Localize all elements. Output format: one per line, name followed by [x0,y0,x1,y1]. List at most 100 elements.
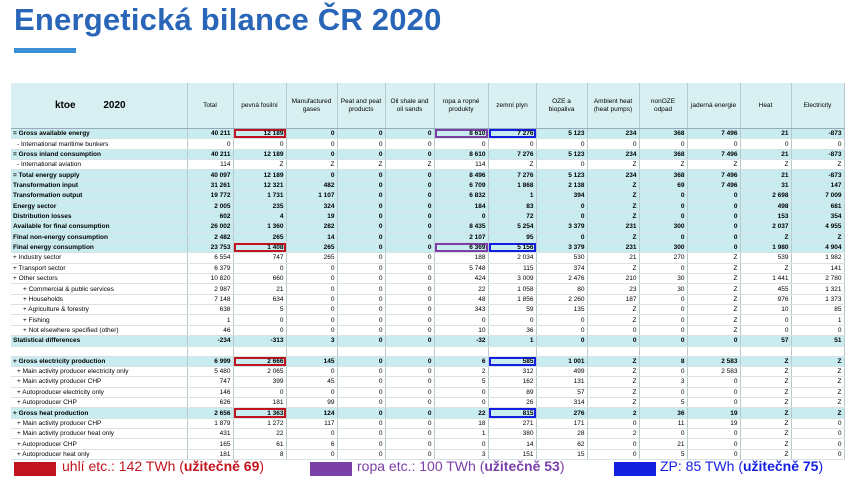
table-cell: 638 [187,304,234,316]
table-cell: 8 610 [434,128,489,140]
table-row: + Industry sector 6 554 747 265 0 0 188 2 034 53… [11,252,845,264]
table-row: = Gross inland consumption 40 211 12 189 0 0… [11,149,845,161]
table-cell: 11 [639,418,688,430]
table-cell: Z [740,397,792,409]
table-cell: 0 [639,387,688,399]
table-cell: 3 379 [536,242,588,254]
table-cell: 21 [740,149,792,161]
table-cell: 0 [687,221,741,233]
table-cell: 5 748 [434,263,489,275]
table-cell: Z [687,325,741,337]
row-label: + Industry sector [11,252,188,264]
table-cell: 0 [233,314,287,326]
table-cell: 1 [187,314,234,326]
row-label: Energy sector [11,201,188,212]
table-cell: 187 [587,294,640,306]
table-cell: 19 [286,211,338,223]
table-cell: 0 [385,242,435,254]
table-cell: -32 [434,335,489,347]
table-cell: 23 753 [187,242,234,254]
table-cell: 6 [286,438,338,450]
table-cell: 7 496 [687,149,741,161]
table-row: Final non-energy consumption 2 482 265 14 0 0… [11,232,845,243]
table-cell: 12 189 [233,128,287,140]
table-cell: 0 [385,138,435,150]
table-cell: -313 [233,335,287,347]
table-cell: 22 [434,407,489,419]
table-cell: 0 [385,438,435,450]
table-row: - International aviation 114 Z Z Z Z 114 Z 0 Z Z Z Z… [11,159,845,171]
table-row: + Main activity producer electricity onl… [11,366,845,378]
table-cell: 0 [385,283,435,295]
table-cell: 0 [536,201,588,212]
row-label: Transformation output [11,190,188,202]
table-cell: 114 [434,159,489,171]
table-cell: 28 [536,428,588,440]
table-cell: 6 379 [187,263,234,275]
table-cell: Z [791,159,845,171]
table-cell: 0 [233,263,287,275]
table-row: + Gross heat production 2 656 1 363 124 0 0 22… [11,407,845,419]
table-cell: 0 [791,428,845,440]
table-cell: 0 [337,397,386,409]
table-cell: 747 [187,376,234,388]
table-cell: 8 496 [434,169,489,181]
table-cell: 0 [587,449,640,461]
table-cell: 0 [536,314,588,326]
table-cell: 10 [740,304,792,316]
table-cell: 0 [385,190,435,202]
table-cell: 0 [337,428,386,440]
table-row: + Autoproducer heat only 181 8 0 0 0 3 151 15 0 5 0… [11,449,845,461]
table-cell: 0 [536,335,588,347]
table-cell: 1 731 [233,190,287,202]
table-cell: 2 [587,407,640,419]
table-cell: 0 [337,283,386,295]
table-cell: 0 [385,397,435,409]
row-label: + Autoproducer CHP [11,438,188,450]
table-cell: 0 [286,283,338,295]
table-cell: Z [286,159,338,171]
table-row: + Transport sector 6 379 0 0 0 0 5 748 115 374 Z 0… [11,263,845,275]
table-cell: 0 [337,376,386,388]
table-cell: Z [740,449,792,461]
table-cell: 7 009 [791,190,845,202]
table-cell: 0 [385,221,435,233]
table-row: Final energy consumption 23 753 1 408 265 0 0… [11,242,845,254]
table-cell: 0 [337,263,386,275]
table-cell: 95 [488,232,537,243]
table-cell: 5 123 [536,128,588,140]
table-cell: 1 856 [488,294,537,306]
table-cell: 0 [536,138,588,150]
table-cell: 0 [337,169,386,181]
row-label: + Main activity producer CHP [11,418,188,430]
table-cell: 0 [286,263,338,275]
legend-swatch-gas [614,462,656,476]
table-cell: 0 [385,294,435,306]
table-cell: 0 [385,211,435,223]
table-cell: 0 [385,314,435,326]
table-cell: 135 [536,304,588,316]
table-cell: 48 [434,294,489,306]
table-cell: 2 780 [791,273,845,285]
table-cell: 0 [434,387,489,399]
table-cell: 0 [385,325,435,337]
table-cell: 498 [740,201,792,212]
row-label: + Households [11,294,188,306]
table-cell: 0 [639,294,688,306]
table-cell: 0 [385,252,435,264]
table-cell: 26 [488,397,537,409]
table-cell: 2 034 [488,252,537,264]
table-cell: 424 [434,273,489,285]
table-cell: Z [687,273,741,285]
table-cell: 0 [385,335,435,347]
table-cell: Z [791,397,845,409]
table-cell: 380 [488,428,537,440]
table-cell: 99 [286,397,338,409]
table-cell: Z [791,356,845,367]
table-cell: Z [791,376,845,388]
table-cell: Z [337,159,386,171]
table-cell: 115 [488,263,537,275]
table-cell: 0 [791,449,845,461]
table-cell: 1 360 [233,221,287,233]
table-cell: 4 955 [791,221,845,233]
